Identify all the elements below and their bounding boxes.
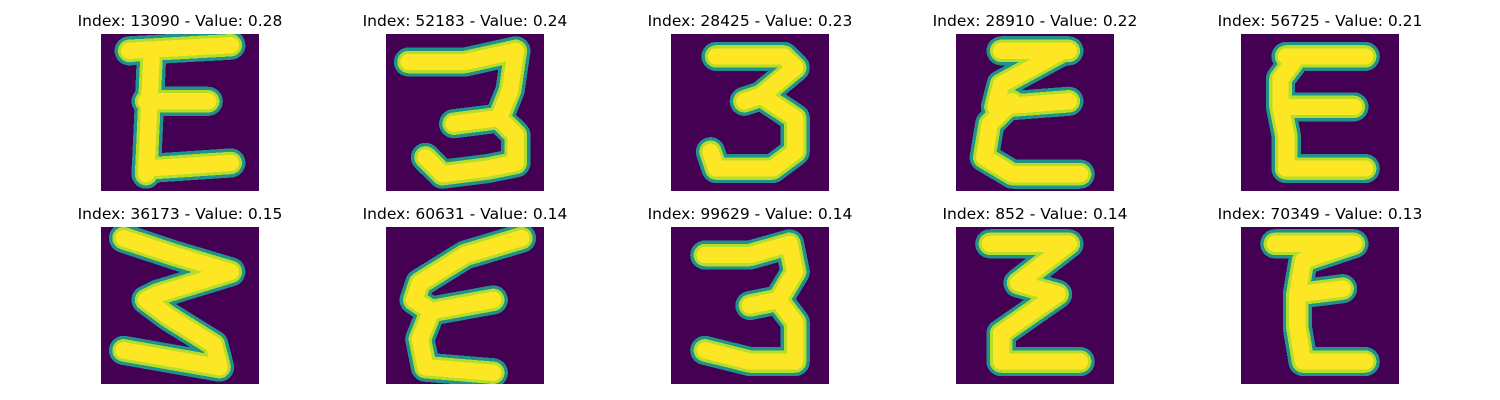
panel-1: Index: 13090 - Value: 0.28 [65,12,295,192]
panel-5: Index: 56725 - Value: 0.21 [1205,12,1435,192]
panel-8: Index: 99629 - Value: 0.14 [635,205,865,385]
digit-image [671,34,829,191]
panel-title: Index: 28910 - Value: 0.22 [932,12,1138,30]
digit-image [956,227,1114,384]
digit-image [101,227,259,384]
digit-image [101,34,259,191]
digit-image [671,227,829,384]
panel-7: Index: 60631 - Value: 0.14 [350,205,580,385]
digit-image [956,34,1114,191]
panel-title: Index: 52183 - Value: 0.24 [362,12,568,30]
panel-title: Index: 56725 - Value: 0.21 [1217,12,1423,30]
panel-title: Index: 28425 - Value: 0.23 [647,12,853,30]
panel-3: Index: 28425 - Value: 0.23 [635,12,865,192]
panel-10: Index: 70349 - Value: 0.13 [1205,205,1435,385]
digit-image [386,34,544,191]
panel-6: Index: 36173 - Value: 0.15 [65,205,295,385]
panel-title: Index: 852 - Value: 0.14 [942,205,1128,223]
panel-title: Index: 99629 - Value: 0.14 [647,205,853,223]
panel-title: Index: 36173 - Value: 0.15 [77,205,283,223]
digit-image [1241,34,1399,191]
panel-4: Index: 28910 - Value: 0.22 [920,12,1150,192]
panel-title: Index: 70349 - Value: 0.13 [1217,205,1423,223]
panel-2: Index: 52183 - Value: 0.24 [350,12,580,192]
panel-title: Index: 13090 - Value: 0.28 [77,12,283,30]
panel-title: Index: 60631 - Value: 0.14 [362,205,568,223]
digit-image [1241,227,1399,384]
panel-9: Index: 852 - Value: 0.14 [920,205,1150,385]
digit-image [386,227,544,384]
